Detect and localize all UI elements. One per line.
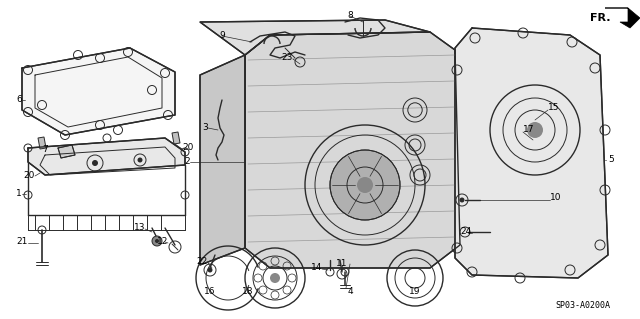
Circle shape xyxy=(155,239,159,243)
Text: 2: 2 xyxy=(184,158,190,167)
Circle shape xyxy=(357,177,373,193)
Text: 5: 5 xyxy=(608,155,614,165)
Text: 6: 6 xyxy=(16,95,22,105)
Text: 8: 8 xyxy=(347,11,353,19)
Circle shape xyxy=(138,158,143,162)
Circle shape xyxy=(527,122,543,138)
Polygon shape xyxy=(22,48,175,135)
Text: 13: 13 xyxy=(134,224,145,233)
Polygon shape xyxy=(200,20,430,55)
Text: SP03-A0200A: SP03-A0200A xyxy=(555,300,610,309)
Text: 19: 19 xyxy=(409,287,420,296)
Circle shape xyxy=(460,197,465,203)
Text: 11: 11 xyxy=(336,259,348,269)
Polygon shape xyxy=(58,145,75,158)
Text: 14: 14 xyxy=(310,263,322,272)
Polygon shape xyxy=(605,8,640,28)
Polygon shape xyxy=(455,28,608,278)
Circle shape xyxy=(152,236,162,246)
Text: 20: 20 xyxy=(182,144,193,152)
Text: 15: 15 xyxy=(548,103,559,113)
Circle shape xyxy=(92,160,98,166)
Text: 23: 23 xyxy=(282,54,293,63)
Text: 22: 22 xyxy=(196,257,208,266)
Text: 9: 9 xyxy=(219,31,225,40)
Text: 16: 16 xyxy=(204,287,216,296)
Text: 21: 21 xyxy=(17,238,28,247)
Text: 4: 4 xyxy=(347,286,353,295)
Polygon shape xyxy=(245,32,460,268)
Text: 18: 18 xyxy=(243,287,253,296)
Text: 10: 10 xyxy=(550,194,561,203)
Polygon shape xyxy=(200,55,245,265)
Text: 3: 3 xyxy=(202,123,208,132)
Text: 20: 20 xyxy=(24,170,35,180)
Circle shape xyxy=(270,273,280,283)
Text: 24: 24 xyxy=(461,227,472,236)
Polygon shape xyxy=(172,132,180,144)
Text: 1: 1 xyxy=(16,189,22,198)
Text: 17: 17 xyxy=(523,125,534,135)
Circle shape xyxy=(330,150,400,220)
Text: 7: 7 xyxy=(42,145,48,154)
Text: FR.: FR. xyxy=(590,13,611,23)
Text: 12: 12 xyxy=(157,238,168,247)
Polygon shape xyxy=(38,137,46,149)
Polygon shape xyxy=(28,138,185,175)
Circle shape xyxy=(207,268,212,272)
